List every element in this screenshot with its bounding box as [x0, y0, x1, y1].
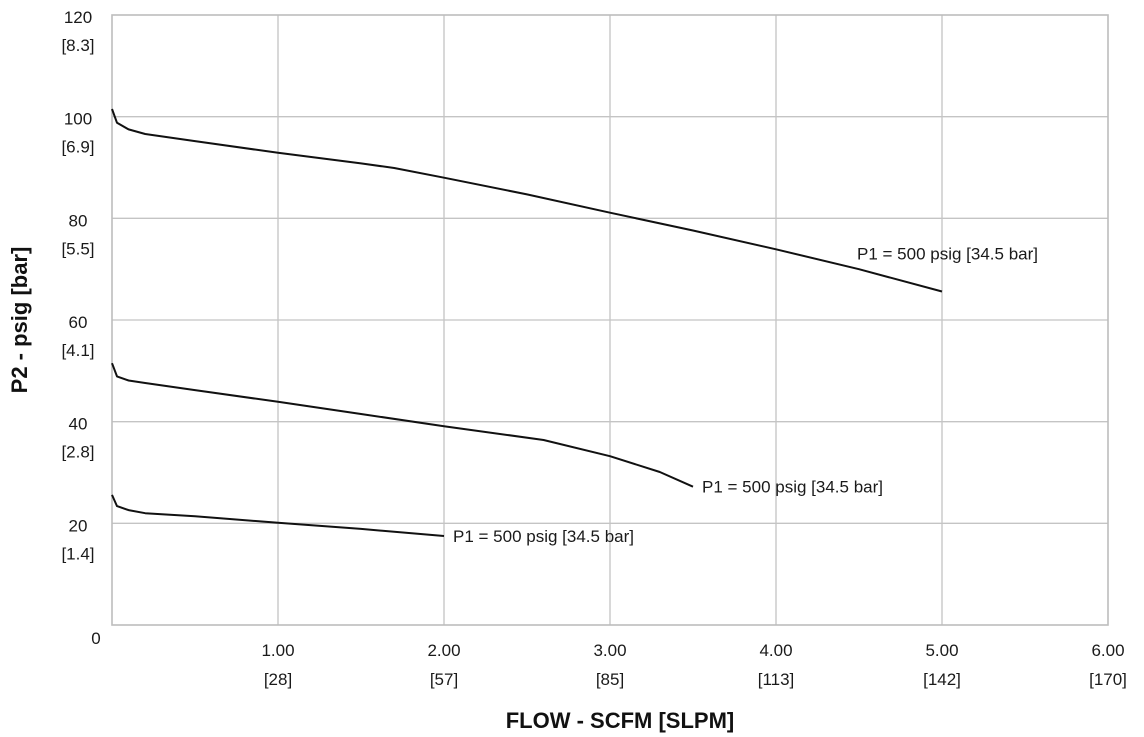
x-tick-sublabel: [57]	[430, 670, 458, 689]
y-tick-label: 120	[64, 8, 92, 27]
series-label-3: P1 = 500 psig [34.5 bar]	[453, 527, 634, 546]
y-tick-label: 100	[64, 110, 92, 129]
y-tick-label: 20	[69, 516, 88, 535]
x-tick-label: 3.00	[593, 641, 626, 660]
x-tick-sublabel: [170]	[1089, 670, 1127, 689]
y-tick-sublabel: [8.3]	[61, 36, 94, 55]
x-tick-label: 4.00	[759, 641, 792, 660]
x-tick-label: 2.00	[427, 641, 460, 660]
x-tick-sublabel: [28]	[264, 670, 292, 689]
series-label-1: P1 = 500 psig [34.5 bar]	[857, 245, 1038, 264]
y-tick-label: 80	[69, 211, 88, 230]
series-label-2: P1 = 500 psig [34.5 bar]	[702, 478, 883, 497]
x-tick-label: 5.00	[925, 641, 958, 660]
y-tick-sublabel: [4.1]	[61, 341, 94, 360]
plot-frame	[111, 14, 1109, 626]
y-tick-sublabel: [2.8]	[61, 443, 94, 462]
x-tick-label: 1.00	[261, 641, 294, 660]
y-tick-label: 40	[69, 415, 88, 434]
series-lines: P1 = 500 psig [34.5 bar] P1 = 500 psig [3…	[111, 108, 1038, 546]
y-tick-sublabel: [6.9]	[61, 138, 94, 157]
y-axis-title: P2 - psig [bar]	[7, 247, 32, 394]
x-tick-sublabel: [85]	[596, 670, 624, 689]
tick-labels: 1.00 [28] 2.00 [57] 3.00 [85] 4.00 [113] 5.00 [14…	[61, 8, 1126, 689]
x-tick-label: 6.00	[1091, 641, 1124, 660]
y-tick-sublabel: [1.4]	[61, 544, 94, 563]
series-line-1	[111, 108, 943, 293]
x-tick-sublabel: [142]	[923, 670, 961, 689]
x-tick-sublabel: [113]	[758, 670, 795, 689]
origin-label: 0	[91, 629, 100, 648]
series-line-3	[111, 494, 445, 537]
series-line-2	[111, 362, 694, 488]
y-tick-label: 60	[69, 313, 88, 332]
y-tick-sublabel: [5.5]	[61, 239, 94, 258]
x-axis-title: FLOW - SCFM [SLPM]	[506, 708, 735, 733]
